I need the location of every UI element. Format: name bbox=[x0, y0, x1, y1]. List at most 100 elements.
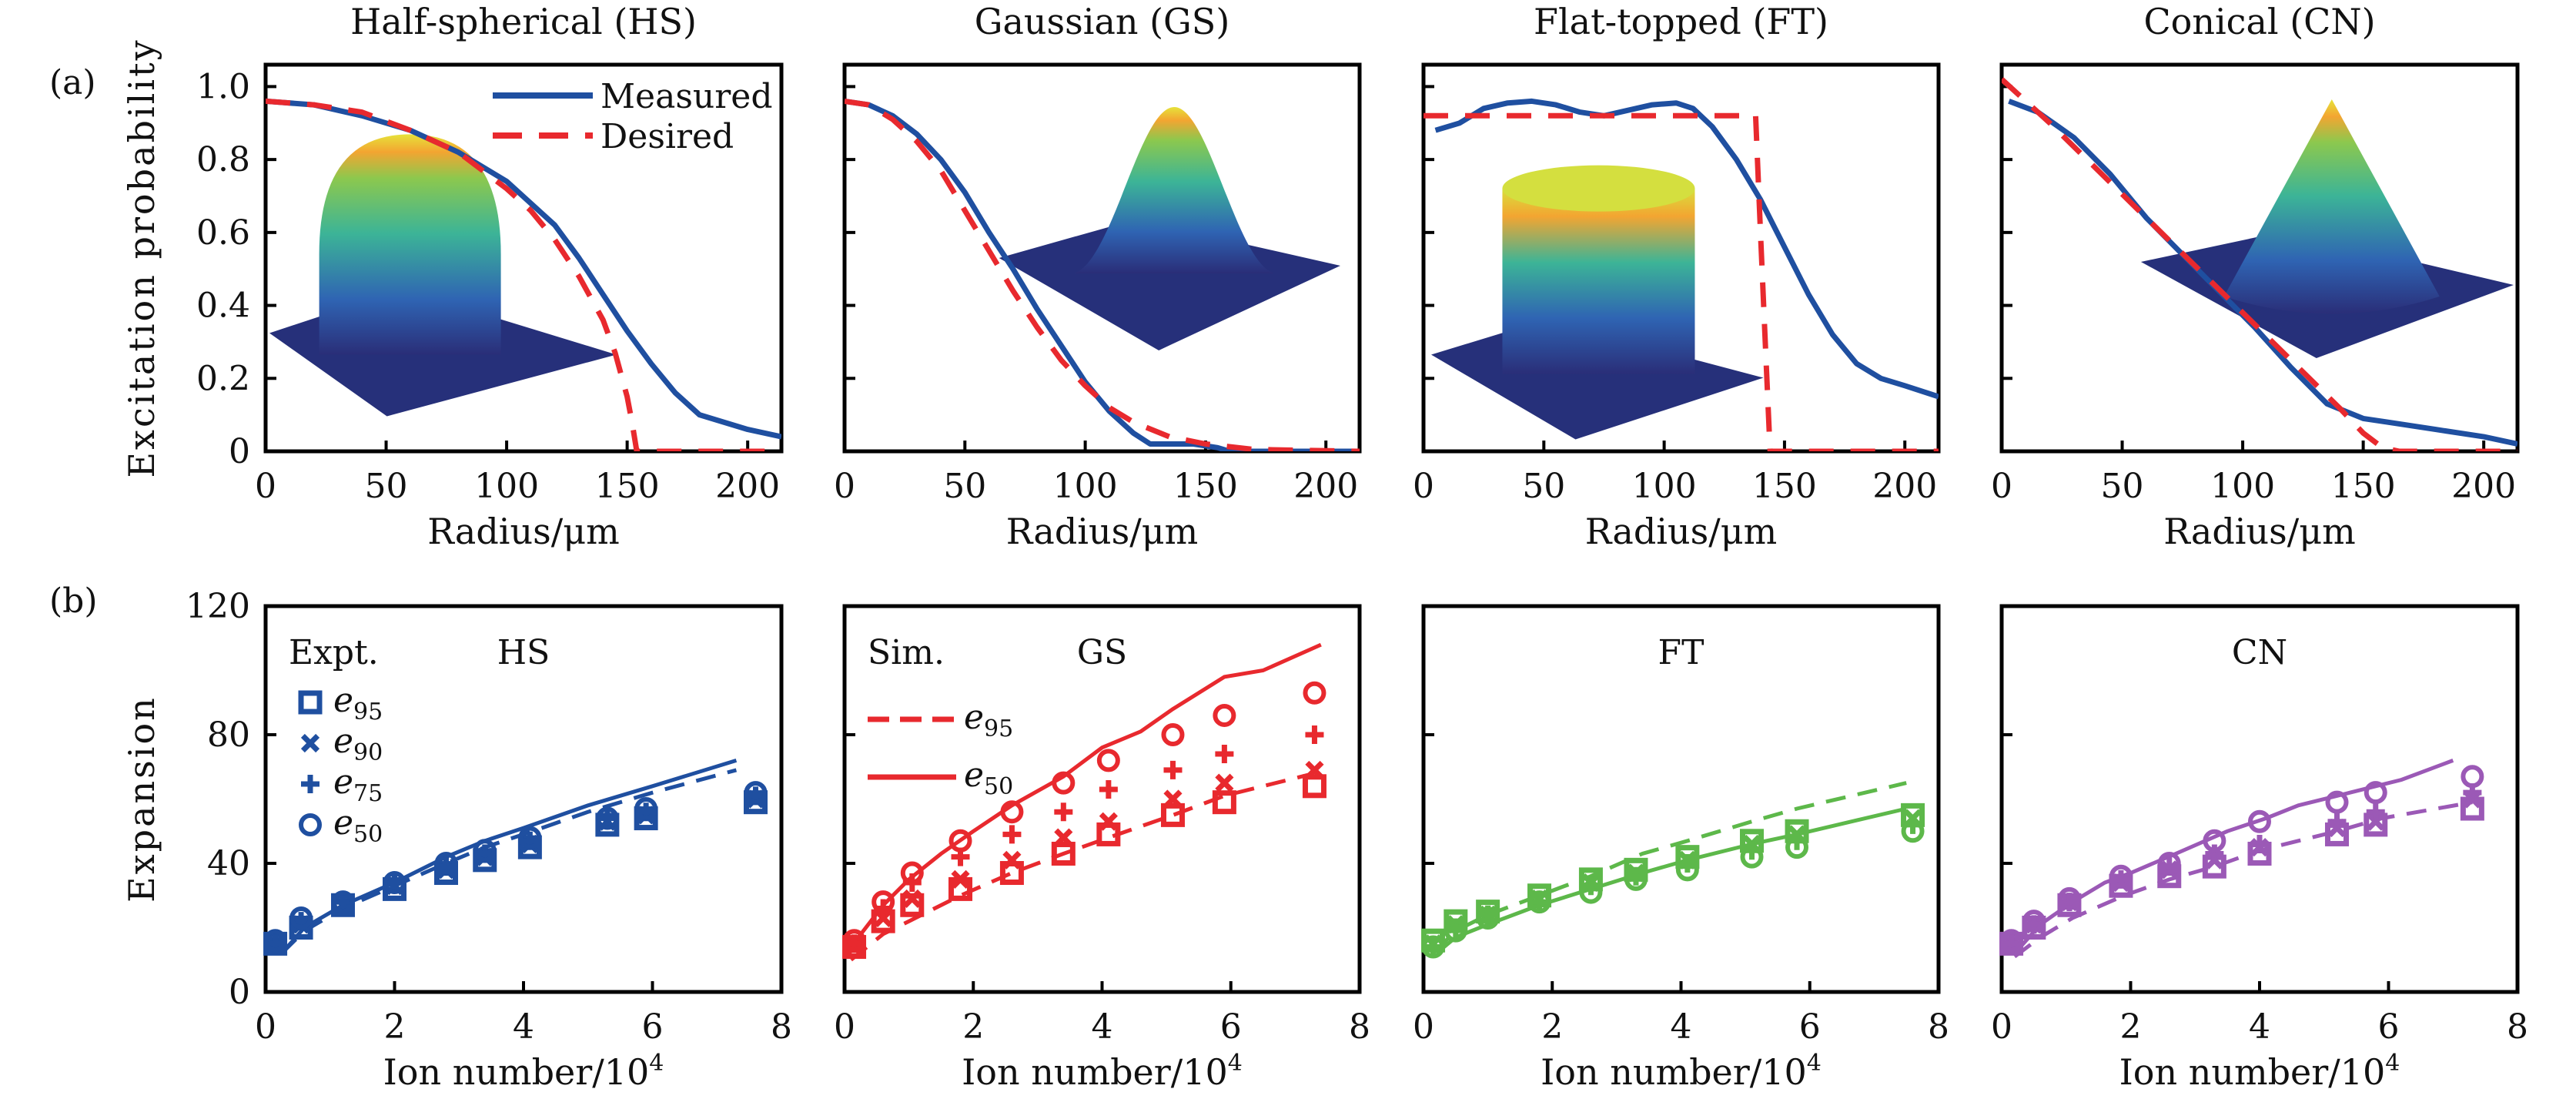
marker-e50 bbox=[434, 852, 458, 875]
marker-e75 bbox=[1054, 802, 1073, 822]
legend-label-e50: e50 bbox=[964, 756, 1013, 800]
panel-annotation: CN bbox=[2232, 633, 2287, 672]
marker-e75 bbox=[333, 893, 353, 912]
inset-cone-icon bbox=[2223, 99, 2440, 314]
x-tick-label: 4 bbox=[2249, 1007, 2270, 1047]
series-line-measured bbox=[266, 98, 781, 440]
row-label-a: (a) bbox=[49, 63, 96, 102]
series-line-desired bbox=[1423, 112, 1939, 451]
panel-title: Half-spherical (HS) bbox=[350, 1, 697, 42]
marker-e90 bbox=[951, 869, 970, 889]
marker-e90 bbox=[1002, 850, 1022, 869]
marker-e75 bbox=[1002, 825, 1022, 844]
panel-title: Flat-topped (FT) bbox=[1534, 1, 1828, 42]
x-tick-label: 4 bbox=[1092, 1007, 1113, 1047]
x-tick-label: 0 bbox=[255, 467, 276, 506]
marker-e95 bbox=[1160, 802, 1185, 827]
legend-label-measured: Measured bbox=[601, 77, 772, 116]
x-axis-label: Radius/μm bbox=[1585, 511, 1778, 552]
sim-line-e50-sim bbox=[2012, 759, 2454, 955]
marker-e50 bbox=[263, 929, 287, 953]
sim-line-e95-sim bbox=[849, 771, 1316, 962]
x-tick-label: 50 bbox=[943, 467, 986, 506]
marker-e50 bbox=[1901, 819, 1925, 843]
subscript: 95 bbox=[984, 715, 1013, 742]
x-tick-label: 50 bbox=[2101, 467, 2144, 506]
y-tick-label: 0 bbox=[229, 432, 250, 471]
x-tick-label: 6 bbox=[1220, 1007, 1242, 1047]
marker-e50 bbox=[2022, 910, 2046, 933]
x-tick-label: 6 bbox=[642, 1007, 664, 1047]
panel-annotation: HS bbox=[497, 633, 550, 672]
x-tick-label: 200 bbox=[715, 467, 780, 506]
x-tick-label: 50 bbox=[1522, 467, 1565, 506]
x-tick-label: 0 bbox=[1413, 467, 1434, 506]
legend-label-e75: e75 bbox=[333, 762, 383, 807]
x-tick-label: 8 bbox=[1349, 1007, 1370, 1047]
panel-a-flat-topped-ft: Flat-topped (FT) 0 50 100 150 200 Radius/μm bbox=[1413, 1, 1941, 552]
legend-label-desired: Desired bbox=[601, 117, 734, 156]
y-axis-label: Excitation probability bbox=[121, 38, 162, 477]
marker-e50 bbox=[1000, 800, 1024, 824]
panel-b-gs: GS 0 2 4 6 8 Ion number/104 Sim. e95 e50 bbox=[834, 604, 1370, 1093]
marker-e50 bbox=[871, 890, 895, 914]
panel-b-cn: CN 0 2 4 6 8 Ion number/104 bbox=[1991, 604, 2528, 1093]
x-tick-label: 150 bbox=[2331, 467, 2396, 506]
marker-e50 bbox=[289, 906, 313, 930]
marker-e75 bbox=[385, 873, 404, 893]
marker-e50 bbox=[1740, 845, 1764, 869]
marker-e50 bbox=[2325, 790, 2349, 814]
y-tick-label: 120 bbox=[186, 587, 250, 626]
superscript: 4 bbox=[1228, 1050, 1243, 1077]
panel-a-gaussian-gs: Gaussian (GS) 0 50 100 150 200 Radius/μm bbox=[834, 1, 1362, 552]
marker-e50 bbox=[744, 781, 768, 805]
sim-line-e95-sim bbox=[280, 768, 738, 955]
marker-e50 bbox=[2248, 809, 2271, 833]
subscript: 90 bbox=[353, 739, 383, 766]
y-tick-label: 1.0 bbox=[196, 67, 250, 106]
inset-cylinder-side bbox=[1502, 188, 1695, 374]
x-tick-label: 100 bbox=[474, 467, 539, 506]
marker-e75 bbox=[1099, 779, 1118, 799]
marker-e50 bbox=[948, 829, 972, 853]
legend-marker-plus bbox=[301, 775, 319, 793]
marker-e50 bbox=[383, 871, 406, 895]
y-tick-label: 0.6 bbox=[196, 213, 250, 253]
x-tick-label: 4 bbox=[513, 1007, 534, 1047]
legend-label-e95: e95 bbox=[333, 681, 383, 725]
marker-e50 bbox=[1161, 723, 1185, 746]
marker-e50 bbox=[1303, 681, 1326, 705]
series-line-measured bbox=[1434, 98, 1939, 400]
superscript: 4 bbox=[2385, 1050, 2400, 1077]
marker-e50 bbox=[2157, 852, 2181, 875]
x-tick-label: 8 bbox=[2507, 1007, 2528, 1047]
x-tick-label: 200 bbox=[2451, 467, 2516, 506]
x-axis-label: Ion number/104 bbox=[2119, 1050, 2400, 1093]
inset-half-sphere-icon bbox=[319, 134, 501, 355]
y-axis-label: Expansion bbox=[121, 695, 162, 903]
legend-heading: Expt. bbox=[289, 633, 379, 672]
y-tick-label: 0.2 bbox=[196, 359, 250, 398]
panel-annotation: GS bbox=[1077, 633, 1127, 672]
marker-e50 bbox=[2057, 886, 2081, 910]
subscript: 50 bbox=[984, 773, 1013, 800]
inset-base-plane bbox=[999, 219, 1340, 350]
x-tick-label: 2 bbox=[384, 1007, 406, 1047]
marker-e75 bbox=[2250, 834, 2269, 853]
y-tick-label: 0 bbox=[229, 973, 250, 1012]
x-tick-label: 6 bbox=[2378, 1007, 2400, 1047]
marker-e50 bbox=[1527, 890, 1551, 914]
x-tick-label: 6 bbox=[1799, 1007, 1821, 1047]
x-axis-label: Radius/μm bbox=[427, 511, 620, 552]
marker-e75 bbox=[2205, 844, 2224, 863]
marker-e50 bbox=[1052, 771, 1076, 795]
panel-annotation: FT bbox=[1658, 633, 1705, 672]
x-axis-label: Ion number/104 bbox=[962, 1050, 1243, 1093]
row-label-b: (b) bbox=[49, 581, 98, 621]
axes-frame bbox=[263, 62, 784, 454]
marker-e90 bbox=[1099, 812, 1118, 831]
y-tick-label: 0.4 bbox=[196, 286, 250, 326]
marker-e75 bbox=[597, 809, 617, 828]
